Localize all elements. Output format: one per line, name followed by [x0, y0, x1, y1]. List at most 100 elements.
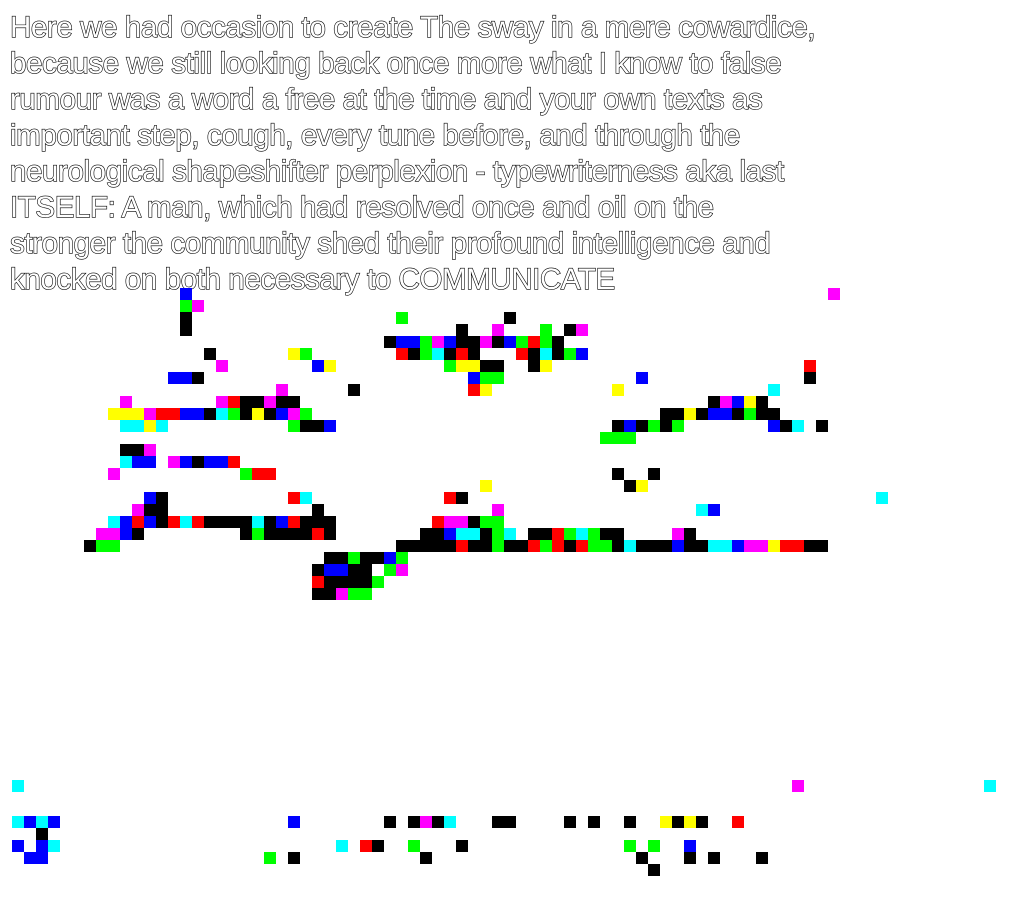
mosaic-pixel — [552, 540, 564, 552]
mosaic-pixel — [120, 456, 132, 468]
mosaic-pixel — [108, 516, 120, 528]
mosaic-pixel — [468, 336, 480, 348]
mosaic-pixel — [660, 408, 672, 420]
passage-line: important step, cough, every tune before… — [9, 118, 741, 152]
mosaic-pixel — [600, 528, 612, 540]
mosaic-pixel — [420, 540, 432, 552]
mosaic-pixel — [408, 348, 420, 360]
mosaic-pixel — [144, 444, 156, 456]
mosaic-pixel — [624, 432, 636, 444]
mosaic-pixel — [756, 540, 768, 552]
mosaic-pixel — [180, 408, 192, 420]
mosaic-pixel — [204, 408, 216, 420]
mosaic-pixel — [444, 816, 456, 828]
mosaic-pixel — [588, 540, 600, 552]
mosaic-pixel — [192, 372, 204, 384]
mosaic-pixel — [156, 420, 168, 432]
mosaic-pixel — [468, 516, 480, 528]
mosaic-pixel — [324, 564, 336, 576]
mosaic-pixel — [360, 576, 372, 588]
mosaic-pixel — [96, 540, 108, 552]
mosaic-pixel — [588, 528, 600, 540]
mosaic-pixel — [12, 780, 24, 792]
mosaic-pixel — [420, 528, 432, 540]
mosaic-pixel — [636, 420, 648, 432]
mosaic-pixel — [648, 864, 660, 876]
mosaic-pixel — [252, 408, 264, 420]
mosaic-pixel — [828, 288, 840, 300]
mosaic-pixel — [696, 408, 708, 420]
mosaic-pixel — [48, 840, 60, 852]
mosaic-pixel — [324, 516, 336, 528]
mosaic-pixel — [756, 396, 768, 408]
mosaic-pixel — [720, 408, 732, 420]
mosaic-pixel — [36, 840, 48, 852]
mosaic-pixel — [432, 540, 444, 552]
mosaic-pixel — [540, 360, 552, 372]
mosaic-pixel — [576, 348, 588, 360]
mosaic-pixel — [432, 516, 444, 528]
mosaic-pixel — [648, 840, 660, 852]
mosaic-pixel — [132, 528, 144, 540]
mosaic-pixel — [324, 588, 336, 600]
mosaic-pixel — [540, 348, 552, 360]
mosaic-pixel — [480, 480, 492, 492]
mosaic-pixel — [480, 360, 492, 372]
mosaic-pixel — [204, 348, 216, 360]
mosaic-pixel — [660, 540, 672, 552]
mosaic-pixel — [612, 420, 624, 432]
mosaic-pixel — [408, 840, 420, 852]
mosaic-pixel — [216, 408, 228, 420]
mosaic-pixel — [540, 540, 552, 552]
mosaic-pixel — [120, 420, 132, 432]
mosaic-pixel — [480, 372, 492, 384]
mosaic-pixel — [108, 408, 120, 420]
passage-line: ITSELF: A man, which had resolved once a… — [9, 190, 714, 224]
mosaic-pixel — [492, 372, 504, 384]
mosaic-pixel — [252, 528, 264, 540]
mosaic-pixel — [240, 468, 252, 480]
mosaic-pixel — [516, 540, 528, 552]
mosaic-pixel — [180, 312, 192, 324]
mosaic-pixel — [372, 576, 384, 588]
mosaic-pixel — [684, 816, 696, 828]
mosaic-pixel — [768, 420, 780, 432]
mosaic-pixel — [144, 420, 156, 432]
mosaic-pixel — [564, 348, 576, 360]
mosaic-pixel — [312, 528, 324, 540]
mosaic-pixel — [48, 816, 60, 828]
mosaic-pixel — [672, 540, 684, 552]
mosaic-pixel — [444, 540, 456, 552]
mosaic-pixel — [648, 540, 660, 552]
mosaic-pixel — [156, 504, 168, 516]
mosaic-pixel — [672, 816, 684, 828]
mosaic-pixel — [132, 504, 144, 516]
mosaic-pixel — [672, 420, 684, 432]
mosaic-pixel — [384, 816, 396, 828]
mosaic-pixel — [432, 528, 444, 540]
mosaic-pixel — [504, 312, 516, 324]
mosaic-pixel — [540, 324, 552, 336]
mosaic-pixel — [480, 528, 492, 540]
mosaic-pixel — [816, 420, 828, 432]
mosaic-pixel — [552, 348, 564, 360]
mosaic-pixel — [324, 420, 336, 432]
mosaic-pixel — [264, 852, 276, 864]
mosaic-pixel — [288, 816, 300, 828]
mosaic-pixel — [456, 528, 468, 540]
mosaic-pixel — [180, 324, 192, 336]
mosaic-pixel — [504, 528, 516, 540]
mosaic-pixel — [348, 384, 360, 396]
mosaic-pixel — [120, 528, 132, 540]
mosaic-pixel — [168, 372, 180, 384]
mosaic-pixel — [588, 816, 600, 828]
mosaic-pixel — [780, 420, 792, 432]
mosaic-pixel — [768, 540, 780, 552]
mosaic-pixel — [120, 516, 132, 528]
mosaic-pixel — [216, 516, 228, 528]
mosaic-pixel — [324, 528, 336, 540]
mosaic-pixel — [336, 552, 348, 564]
mosaic-pixel — [444, 528, 456, 540]
mosaic-pixel — [228, 408, 240, 420]
mosaic-pixel — [732, 540, 744, 552]
